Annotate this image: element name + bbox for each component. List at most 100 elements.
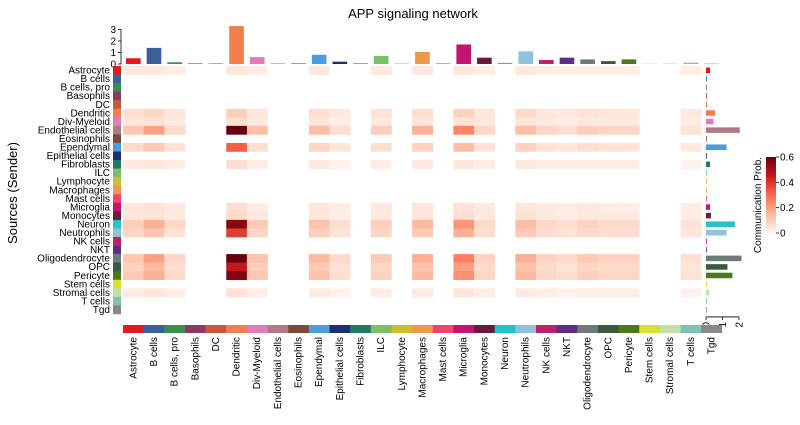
heatmap-cell: [412, 271, 434, 281]
heatmap-cell: [308, 108, 330, 118]
heatmap-cell: [577, 219, 599, 229]
heatmap-cell: [308, 288, 330, 298]
heatmap-cell: [556, 117, 578, 127]
heatmap-cell: [370, 66, 392, 75]
heatmap-cell: [412, 142, 434, 152]
heatmap-cell: [515, 271, 537, 281]
heatmap-cell: [370, 142, 392, 152]
heatmap-cell: [597, 262, 619, 272]
heatmap-cell: [577, 66, 599, 75]
column-label: B cells, pro: [170, 337, 181, 387]
row-color-cell: [113, 100, 121, 110]
heatmap-cell: [536, 160, 557, 169]
top-bar: [600, 61, 616, 64]
heatmap-cell: [474, 288, 495, 298]
top-bar: [249, 57, 265, 64]
top-bar: [373, 55, 389, 64]
legend-tick-label: 0.6: [780, 153, 794, 164]
heatmap-cell: [412, 254, 434, 263]
heatmap-cell: [164, 125, 186, 135]
heatmap-cell: [597, 219, 619, 229]
right-bar: [706, 84, 707, 91]
heatmap-cell: [329, 288, 351, 298]
right-bar: [706, 170, 707, 176]
heatmap-cell: [453, 288, 475, 298]
heatmap-cell: [246, 288, 268, 298]
column-label: Oligodendrocyte: [583, 337, 594, 410]
heatmap-cell: [536, 254, 557, 263]
heatmap-cell: [618, 202, 640, 212]
row-color-strip: [113, 66, 121, 315]
heatmap-cell: [556, 125, 578, 135]
heatmap-cell: [308, 202, 330, 212]
heatmap-cell: [123, 108, 144, 118]
row-label: Astrocyte: [68, 66, 110, 77]
heatmap-cell: [556, 160, 578, 169]
heatmap-cell: [515, 254, 537, 263]
heatmap-cell: [370, 262, 392, 272]
heatmap-cell: [577, 202, 599, 212]
row-color-cell: [113, 271, 121, 281]
heatmap-cell: [412, 262, 434, 272]
heatmap-cell: [329, 271, 351, 281]
heatmap-cell: [597, 211, 619, 221]
heatmap-cell: [370, 108, 392, 118]
legend-title: Communication Prob.: [753, 157, 764, 253]
row-label: Fibroblasts: [61, 160, 110, 171]
heatmap-cell: [412, 211, 434, 221]
row-label: Neutrophils: [59, 228, 110, 239]
heatmap-cell: [308, 66, 330, 75]
column-color-cell: [350, 325, 372, 333]
right-bar: [706, 298, 707, 304]
row-label: Neuron: [77, 219, 110, 230]
heatmap-cell: [536, 202, 557, 212]
heatmap-cell: [536, 117, 557, 127]
heatmap-cell: [123, 262, 144, 272]
top-bar: [477, 57, 492, 64]
chart-title: APP signaling network: [348, 6, 478, 21]
heatmap-cell: [143, 66, 165, 75]
heatmap-cell: [453, 202, 475, 212]
heatmap-cell: [370, 288, 392, 298]
heatmap-cell: [123, 160, 144, 169]
heatmap-cell: [412, 160, 434, 169]
heatmap-cell: [123, 142, 144, 152]
heatmap-cell: [143, 254, 165, 263]
row-color-cell: [113, 91, 121, 101]
heatmap-cell: [164, 219, 186, 229]
top-bar: [497, 62, 513, 64]
top-bar: [270, 63, 286, 64]
right-bar: [706, 221, 735, 227]
column-label: Monocytes: [479, 337, 490, 385]
right-bar: [706, 118, 714, 125]
column-color-cell: [143, 325, 165, 333]
column-label: Div-Myeloid: [252, 337, 263, 389]
column-color-cell: [515, 325, 537, 333]
heatmap-cell: [680, 108, 702, 118]
right-bar: [706, 110, 716, 116]
heatmap-cell: [412, 288, 434, 298]
column-label: Eosinophils: [294, 337, 305, 388]
heatmap-cell: [556, 108, 578, 118]
heatmap-cell: [577, 254, 599, 263]
heatmap-cell: [453, 66, 475, 75]
column-label: Pericyte: [624, 337, 635, 374]
column-label: Fibroblasts: [355, 337, 366, 386]
heatmap-cell: [370, 271, 392, 281]
heatmap-cell: [618, 117, 640, 127]
column-label: Mast cells: [438, 337, 449, 381]
heatmap-cell: [123, 288, 144, 298]
heatmap-cell: [143, 219, 165, 229]
heatmap-cell: [556, 288, 578, 298]
right-axis-tick-label: 1: [718, 322, 729, 328]
heatmap-cell: [680, 142, 702, 152]
heatmap-cell: [453, 108, 475, 118]
column-color-cell: [164, 325, 186, 333]
column-color-cell: [556, 325, 578, 333]
heatmap-cell: [329, 211, 351, 221]
right-bar: [706, 204, 711, 210]
heatmap-cell: [680, 228, 702, 238]
legend-tick-label: 0.4: [780, 178, 794, 189]
heatmap-cell: [226, 202, 248, 212]
row-label: T cells: [81, 296, 110, 307]
